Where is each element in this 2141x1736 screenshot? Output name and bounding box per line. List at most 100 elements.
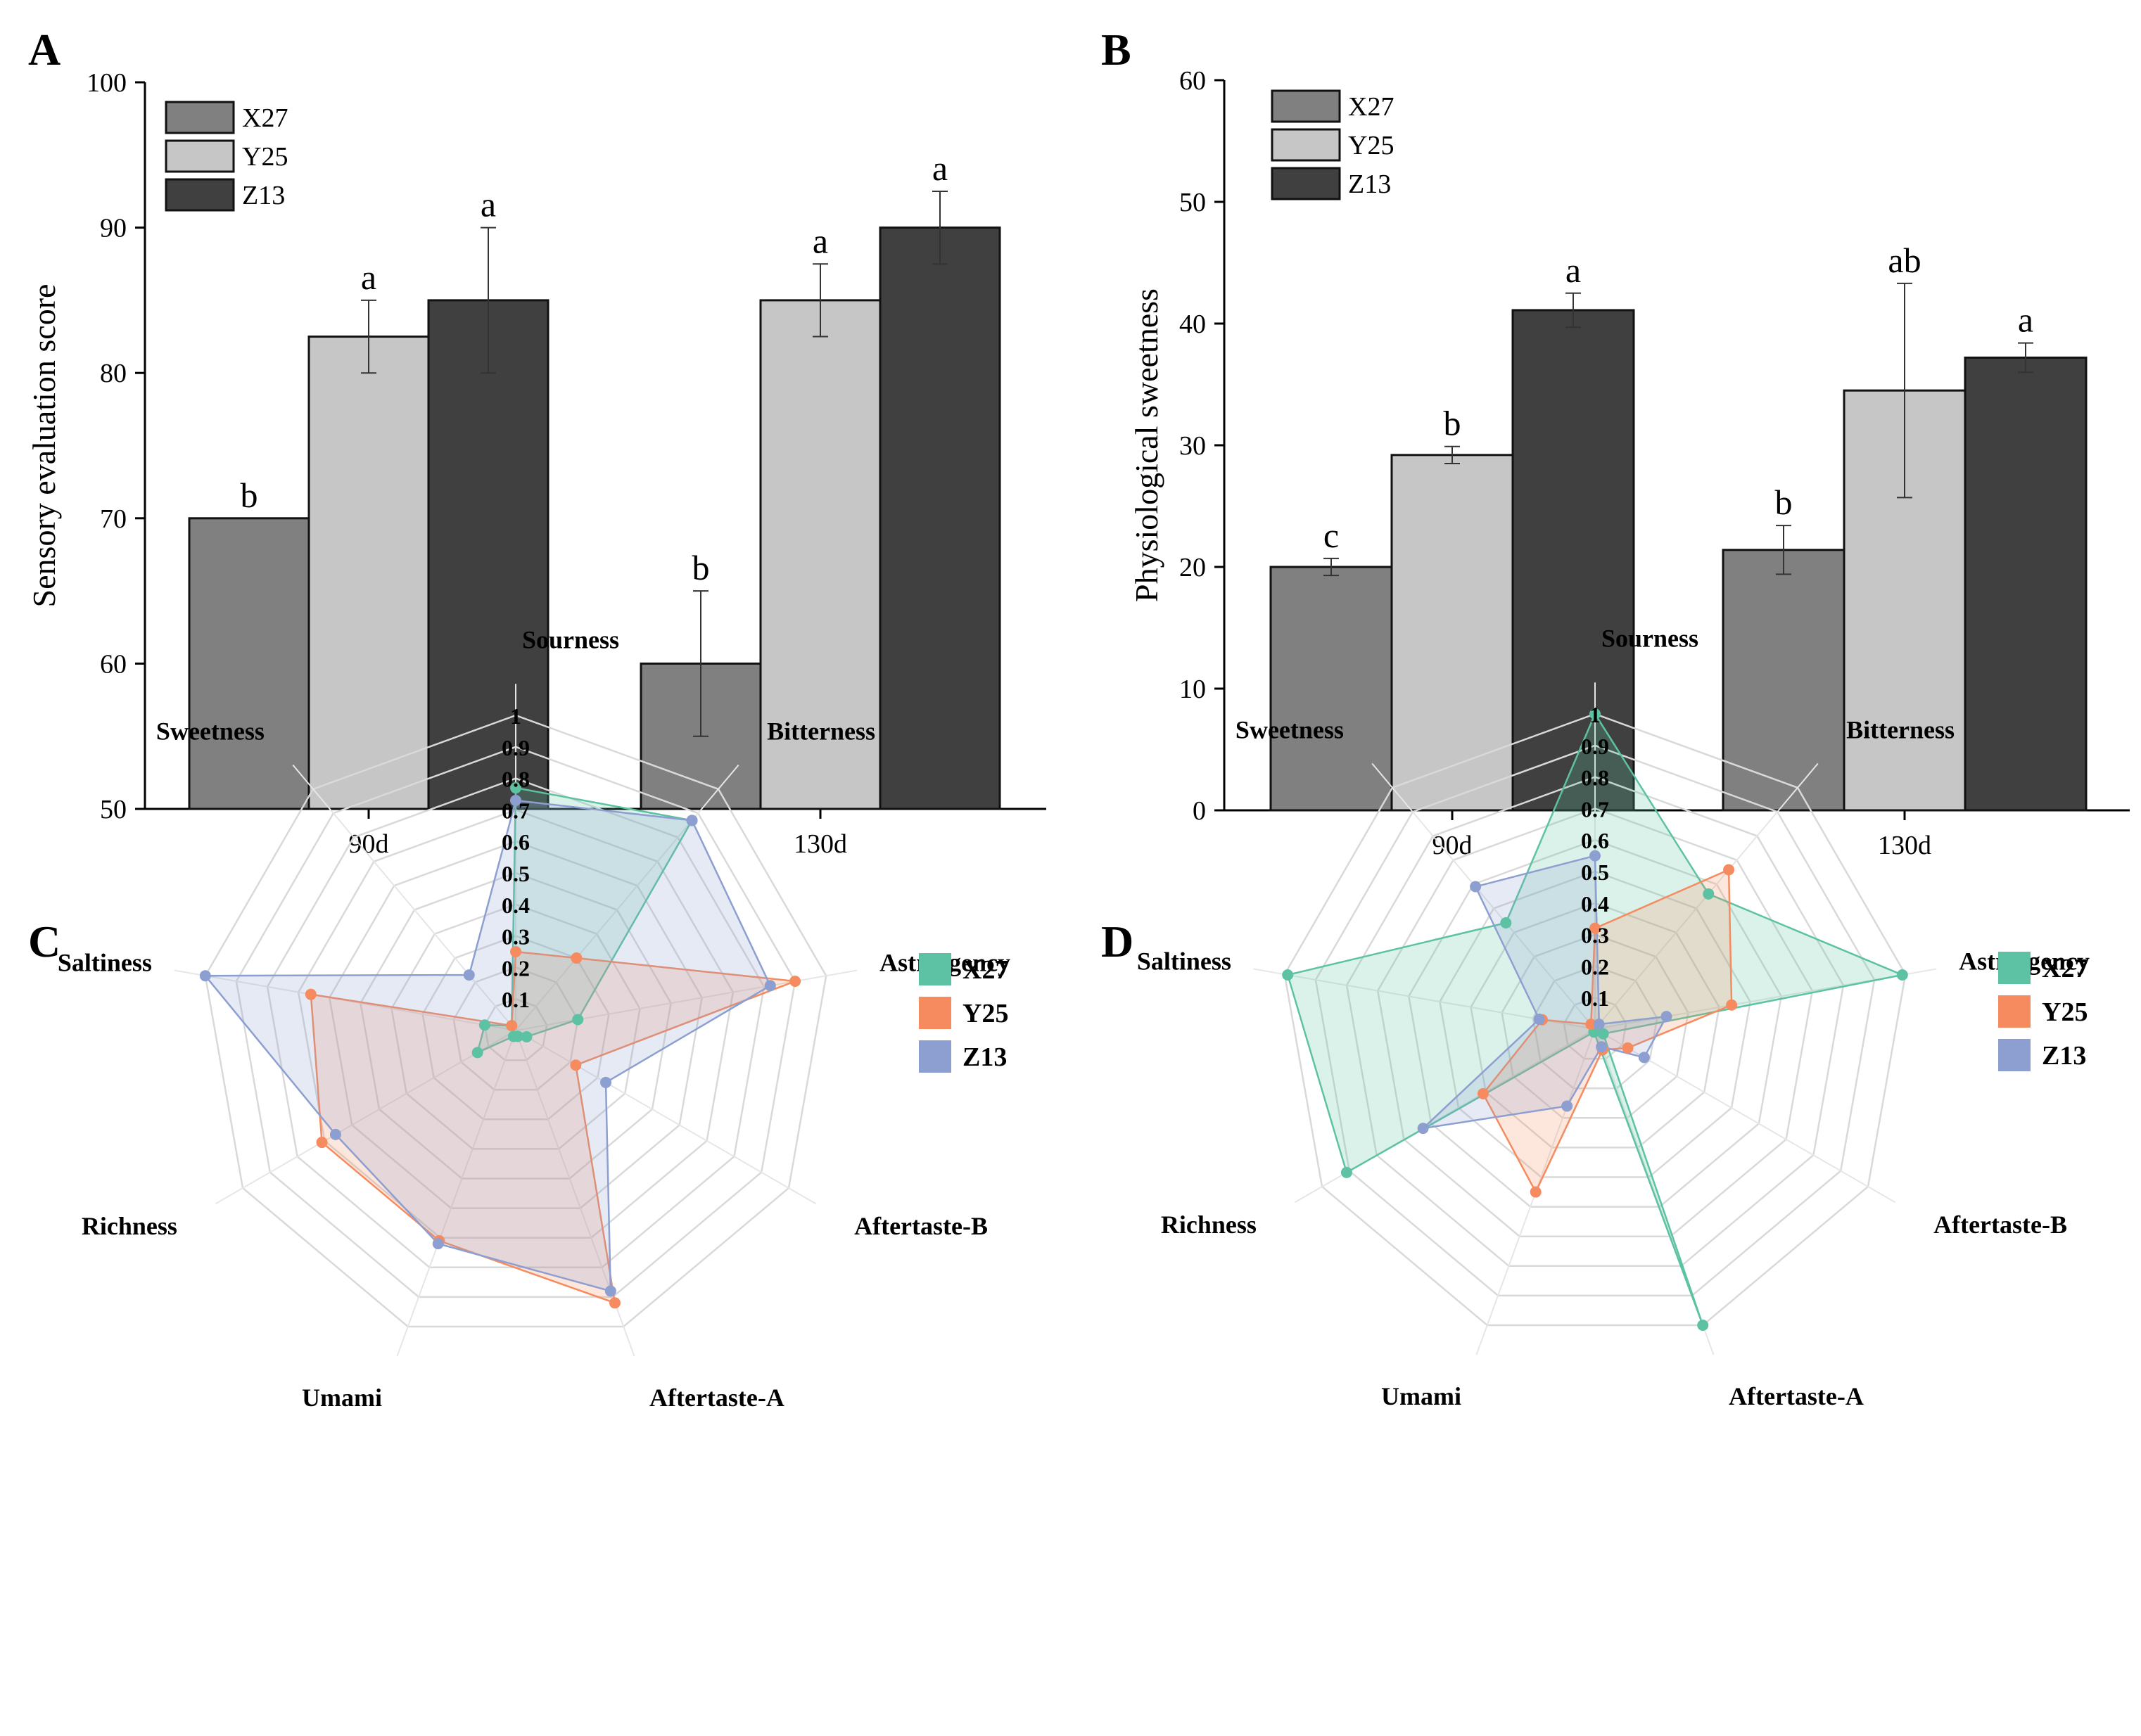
radar-point-Y25 — [1585, 1019, 1597, 1030]
radar-grid-ring — [1439, 870, 1751, 1178]
radar-area-Z13 — [1420, 854, 1668, 1130]
radar-point-Y25 — [305, 988, 317, 1000]
radar-tick-label: 1 — [510, 703, 521, 729]
radar-tick-label: 0.5 — [502, 861, 530, 886]
radar-point-Z13 — [1417, 1123, 1429, 1135]
radar-point-Z13 — [604, 1285, 616, 1297]
radar-point-Y25 — [570, 1059, 582, 1071]
radar-point-X27 — [1589, 708, 1601, 720]
legend-swatch-Y25 — [1998, 995, 2031, 1028]
radar-grid-ring — [328, 840, 704, 1209]
legend-swatch-X27 — [165, 101, 235, 134]
radar-grid-ring — [483, 997, 548, 1061]
y-tick-label: 0 — [1193, 796, 1206, 826]
radar-tick-label: 0.1 — [1581, 985, 1609, 1011]
radar-point-Z13 — [686, 815, 698, 826]
significance-letter: a — [481, 185, 496, 224]
radar-tick-label: 0.8 — [1581, 765, 1609, 791]
radar-axis-label: Aftertaste-B — [854, 1212, 988, 1240]
significance-letter: a — [361, 257, 376, 297]
y-tick-label: 90 — [100, 214, 127, 243]
radar-grid-ring — [360, 872, 672, 1180]
radar-point-Z13 — [1660, 1011, 1672, 1023]
legend-label: Y25 — [1348, 131, 1394, 160]
bar-X27-90d — [1269, 566, 1393, 812]
legend-label: Y25 — [2042, 997, 2088, 1027]
significance-letter: a — [813, 221, 828, 260]
bar-Y25-90d — [307, 336, 430, 810]
radar-tick-label: 0.7 — [1581, 796, 1609, 822]
radar-point-Z13 — [432, 1238, 444, 1250]
radar-tick-label: 0.9 — [1581, 734, 1609, 759]
radar-spoke — [215, 1030, 516, 1205]
y-axis-label: Sensory evaluation score — [26, 284, 62, 608]
significance-letter: b — [241, 476, 258, 515]
legend-swatch-X27 — [1271, 89, 1341, 123]
radar-grid-ring — [235, 746, 796, 1298]
legend-swatch-Z13 — [919, 1040, 951, 1073]
radar-chart-D: D 0.1 0.2 0.3 0.4 0.5 0.6 0.7 0.8 0.9 1 Sourness Bit… — [1101, 624, 2090, 1410]
bar-Z13-130d — [1964, 356, 2088, 812]
radar-point-Y25 — [1622, 1042, 1634, 1054]
legend-label: X27 — [1348, 92, 1394, 122]
radar-point-X27 — [1703, 888, 1715, 900]
radar-point-Z13 — [764, 980, 776, 992]
radar-grid-ring — [421, 935, 610, 1121]
radar-axis-label: Sourness — [1601, 624, 1698, 652]
radar-tick-label: 0.9 — [502, 735, 530, 760]
radar-chart-C: C 0.1 0.2 0.3 0.4 0.5 0.6 0.7 0.8 0.9 1 Sourness Bit… — [28, 625, 1010, 1412]
radar-tick-label: 0.6 — [502, 829, 530, 855]
radar-tick-label: 0.2 — [502, 955, 530, 981]
radar-axis-label: Sweetness — [1235, 715, 1344, 743]
radar-spoke — [396, 1030, 516, 1357]
radar-axis-label: Umami — [302, 1384, 382, 1412]
radar-axis-label: Bitterness — [1846, 715, 1955, 743]
y-axis-label: Physiological sweetness — [1129, 288, 1164, 602]
radar-point-X27 — [1597, 1028, 1609, 1040]
radar-point-Y25 — [1477, 1087, 1489, 1099]
radar-point-Z13 — [510, 794, 521, 806]
panel-label: A — [28, 25, 61, 75]
radar-point-Y25 — [1530, 1186, 1542, 1198]
legend-swatch-Z13 — [1998, 1039, 2031, 1071]
bar-X27-90d — [188, 517, 310, 810]
significance-letter: b — [692, 548, 710, 587]
radar-tick-label: 0.3 — [502, 924, 530, 950]
legend-label: Z13 — [1348, 170, 1391, 199]
radar-grid-ring — [390, 903, 641, 1150]
radar-point-X27 — [1282, 969, 1294, 981]
radar-grid-ring — [297, 809, 735, 1239]
radar-grid-ring — [1376, 808, 1814, 1237]
radar-point-Z13 — [1593, 1019, 1605, 1030]
radar-tick-label: 0.1 — [502, 987, 530, 1012]
radar-axis-label: Sourness — [522, 625, 619, 653]
radar-point-Y25 — [1589, 922, 1601, 934]
x-tick-label: 130d — [794, 829, 847, 859]
panel-label: C — [28, 917, 61, 966]
x-tick-label: 130d — [1878, 831, 1931, 860]
bar-Y25-90d — [1390, 454, 1514, 812]
radar-axis-label: Bitterness — [767, 717, 875, 745]
legend-label: Y25 — [242, 142, 288, 172]
bar-chart-A: A 50 60 70 80 90 100 Sensory evaluation score 90… — [26, 25, 1046, 859]
radar-axis-label: Saltiness — [58, 949, 152, 977]
radar-axis-label: Umami — [1381, 1382, 1461, 1410]
bar-Z13-90d — [427, 299, 549, 810]
radar-tick-label: 0.2 — [1581, 954, 1609, 979]
radar-point-X27 — [1500, 917, 1512, 928]
significance-letter: a — [2018, 300, 2033, 340]
radar-tick-label: 0.4 — [1581, 891, 1609, 917]
legend-swatch-X27 — [919, 953, 951, 985]
radar-spoke — [515, 1030, 817, 1205]
legend-swatch-X27 — [1998, 952, 2031, 984]
bar-X27-130d — [1722, 549, 1845, 812]
radar-area-Z13 — [203, 799, 772, 1293]
radar-spoke — [292, 764, 516, 1031]
radar-grid-ring — [452, 966, 579, 1091]
radar-point-Y25 — [789, 975, 801, 987]
significance-letter: a — [932, 148, 948, 188]
radar-point-Y25 — [316, 1137, 328, 1149]
radar-grid-ring — [1345, 776, 1845, 1268]
